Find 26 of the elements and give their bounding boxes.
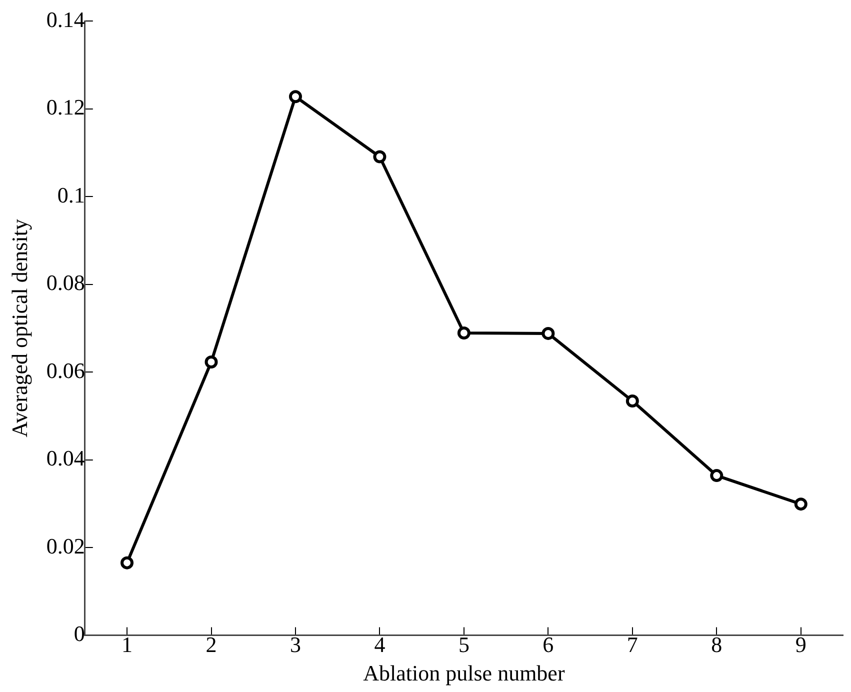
point	[373, 150, 386, 164]
y-tick-label: 0	[74, 620, 85, 646]
x-tick-label: 4	[374, 632, 386, 658]
point	[204, 355, 218, 368]
x-tick-label: 5	[458, 632, 470, 658]
y-tick-label: 0.02	[46, 533, 85, 558]
y-tick-label: 0.14	[46, 6, 85, 32]
x-tick-label: 3	[290, 632, 301, 658]
point	[794, 498, 808, 511]
point	[710, 469, 724, 482]
x-tick-label: 1	[122, 632, 133, 658]
point	[626, 394, 639, 408]
point	[457, 326, 470, 340]
x-tick-label: 7	[626, 632, 638, 658]
x-axis-title: Ablation pulse number	[363, 660, 566, 686]
point	[288, 90, 302, 104]
y-axis-title: Averaged optical density	[6, 219, 32, 438]
x-tick-label: 2	[206, 632, 217, 658]
x-tick-label: 8	[711, 632, 722, 658]
point	[542, 326, 555, 340]
y-tick-label: 0.12	[46, 94, 85, 120]
y-tick-label: 0.1	[57, 182, 85, 208]
y-tick-label: 0.08	[46, 270, 85, 296]
x-tick-label: 9	[795, 632, 806, 658]
x-tick-label: 6	[542, 632, 554, 658]
point	[120, 556, 134, 570]
